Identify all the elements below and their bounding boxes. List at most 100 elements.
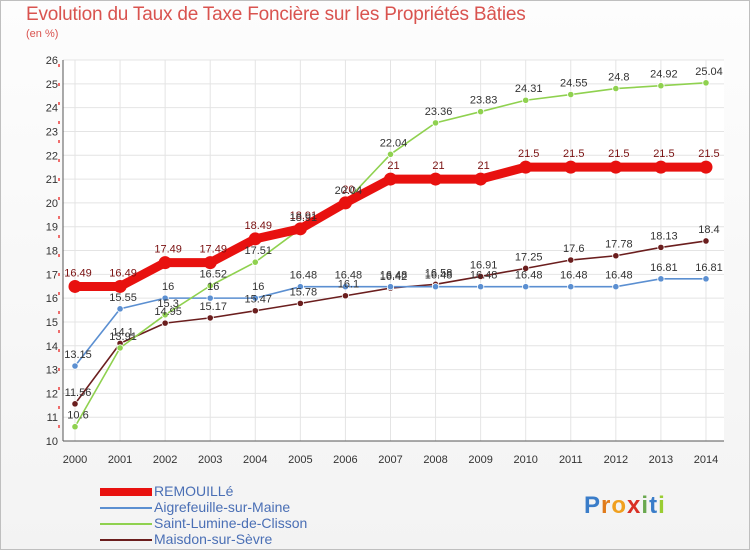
data-point bbox=[609, 160, 623, 174]
data-label: 24.55 bbox=[560, 78, 588, 90]
y-tick-label: 24 bbox=[46, 103, 58, 115]
legend-swatch bbox=[100, 507, 152, 509]
x-tick-label: 2003 bbox=[198, 454, 222, 466]
y-tick-label: 18 bbox=[46, 246, 58, 258]
data-point bbox=[519, 160, 533, 174]
data-label: 17.78 bbox=[605, 239, 633, 251]
y-tick-label: 19 bbox=[46, 222, 58, 234]
data-label: 16.49 bbox=[109, 267, 137, 279]
data-point bbox=[702, 275, 710, 283]
data-label: 16 bbox=[162, 281, 174, 293]
data-point bbox=[251, 294, 259, 302]
y-tick-label: 15 bbox=[46, 317, 58, 329]
y-tick-label: 13 bbox=[46, 365, 58, 377]
data-label: 24.8 bbox=[608, 72, 629, 84]
data-point bbox=[522, 96, 530, 104]
data-label: 17.49 bbox=[199, 244, 227, 256]
data-point bbox=[477, 283, 485, 291]
data-point bbox=[161, 294, 169, 302]
data-labels: 16.49 16.49 17.49 17.49 18.49 18.91 20 21 21 21 21… bbox=[64, 66, 723, 422]
data-point bbox=[383, 172, 397, 186]
data-label: 18.91 bbox=[290, 210, 318, 222]
data-label: 16.52 bbox=[199, 269, 227, 281]
data-label: 13.15 bbox=[64, 349, 92, 361]
data-label: 25.04 bbox=[695, 66, 723, 78]
data-label: 21.5 bbox=[518, 148, 539, 160]
data-label: 21.5 bbox=[698, 148, 719, 160]
x-tick-label: 2010 bbox=[513, 454, 537, 466]
legend-swatch bbox=[100, 488, 152, 496]
y-tick-label: 25 bbox=[46, 79, 58, 91]
data-point bbox=[477, 108, 485, 116]
data-label: 16 bbox=[252, 281, 264, 293]
data-point bbox=[654, 160, 668, 174]
x-tick-label: 2004 bbox=[243, 454, 267, 466]
data-label: 21 bbox=[432, 160, 444, 172]
data-label: 15.47 bbox=[245, 294, 273, 306]
data-point bbox=[116, 344, 124, 352]
axes: 10 11 12 13 14 15 16 17 18 19 20 21 22 23 24 25 26 2000 20… bbox=[46, 55, 724, 466]
data-label: 16.49 bbox=[64, 267, 92, 279]
data-label: 16.81 bbox=[650, 262, 678, 274]
data-point bbox=[113, 279, 127, 293]
x-tick-label: 2008 bbox=[423, 454, 447, 466]
data-label: 20 bbox=[342, 184, 354, 196]
x-tick-label: 2014 bbox=[694, 454, 718, 466]
data-point bbox=[657, 275, 665, 283]
data-label: 16.48 bbox=[425, 270, 453, 282]
data-point bbox=[251, 258, 259, 266]
data-point bbox=[338, 196, 352, 210]
data-label: 21 bbox=[387, 160, 399, 172]
legend-swatch bbox=[100, 523, 152, 525]
data-point bbox=[612, 84, 620, 93]
data-point bbox=[71, 423, 79, 431]
series-layer bbox=[68, 79, 713, 431]
data-point bbox=[116, 305, 124, 313]
data-label: 21 bbox=[478, 160, 490, 172]
data-label: 17.49 bbox=[154, 244, 182, 256]
data-label: 18.49 bbox=[245, 220, 273, 232]
y-tick-label: 21 bbox=[46, 174, 58, 186]
data-label: 16.1 bbox=[338, 279, 359, 291]
data-label: 23.36 bbox=[425, 106, 453, 118]
y-tick-label: 22 bbox=[46, 150, 58, 162]
data-point bbox=[612, 283, 620, 291]
data-point bbox=[386, 150, 395, 158]
data-label: 13.91 bbox=[109, 331, 137, 343]
x-tick-label: 2000 bbox=[63, 454, 87, 466]
data-label: 14.1 bbox=[112, 326, 133, 338]
data-point bbox=[567, 283, 575, 291]
data-point bbox=[386, 283, 395, 291]
data-point bbox=[431, 283, 440, 291]
data-point bbox=[474, 172, 488, 186]
y-tick-label: 10 bbox=[46, 436, 58, 448]
data-label: 18.13 bbox=[650, 230, 678, 242]
y-tick-label: 12 bbox=[46, 388, 58, 400]
y-tick-label: 14 bbox=[46, 341, 58, 353]
legend-label: Aigrefeuille-sur-Maine bbox=[154, 499, 291, 515]
x-tick-label: 2009 bbox=[468, 454, 492, 466]
chart-title: Evolution du Taux de Taxe Foncière sur l… bbox=[26, 4, 526, 25]
data-label: 24.31 bbox=[515, 83, 543, 95]
logo-letter: r bbox=[601, 492, 612, 519]
data-point bbox=[206, 314, 214, 322]
data-point bbox=[567, 90, 575, 99]
data-point bbox=[702, 237, 710, 245]
data-point bbox=[564, 160, 578, 174]
x-tick-label: 2006 bbox=[333, 454, 357, 466]
logo-letter: x bbox=[627, 492, 642, 519]
data-point bbox=[206, 294, 214, 302]
data-label: 24.92 bbox=[650, 69, 678, 81]
y-tick-label: 17 bbox=[46, 269, 58, 281]
data-label: 11.56 bbox=[65, 387, 92, 399]
data-label: 16.91 bbox=[470, 259, 498, 271]
data-point bbox=[71, 362, 79, 370]
data-point bbox=[702, 79, 710, 87]
data-label: 20.04 bbox=[335, 185, 363, 197]
x-tick-label: 2001 bbox=[108, 454, 132, 466]
y-tick-label: 16 bbox=[46, 293, 58, 305]
data-point bbox=[251, 307, 259, 315]
data-point bbox=[657, 82, 665, 90]
data-point bbox=[293, 222, 307, 236]
data-label: 17.51 bbox=[245, 245, 273, 257]
